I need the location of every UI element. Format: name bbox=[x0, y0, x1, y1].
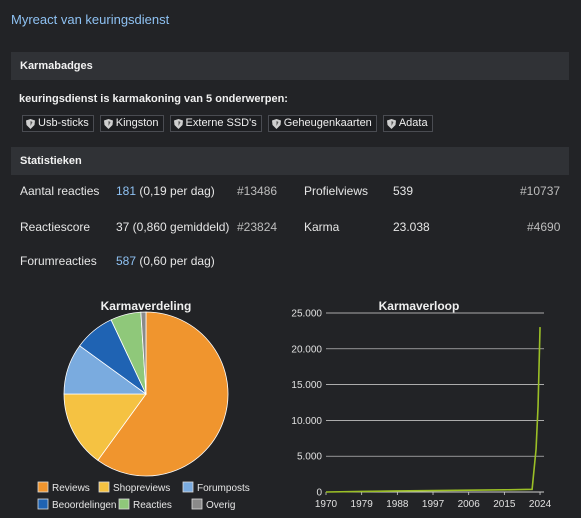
stat-value-forumreacties: 587 (0,60 per dag) bbox=[116, 254, 215, 268]
karmabadges-header: Karmabadges bbox=[11, 52, 569, 80]
shield-icon bbox=[103, 118, 113, 129]
x-tick-label: 2006 bbox=[458, 499, 481, 510]
pie-chart-title: Karmaverdeling bbox=[101, 299, 192, 313]
legend-swatch-overig bbox=[191, 498, 203, 510]
rank-aantal-reacties: #13486 bbox=[237, 184, 278, 198]
pie-slice-overig bbox=[140, 311, 147, 395]
x-tick-label: 1970 bbox=[315, 499, 338, 510]
legend-label-shopreviews: Shopreviews bbox=[113, 483, 170, 494]
stat-label-forumreacties: Forumreacties bbox=[20, 254, 97, 268]
x-tick-label: 1997 bbox=[422, 499, 445, 510]
pie-slice-shopreviews bbox=[63, 393, 147, 461]
legend-swatch-beoordelingen bbox=[37, 498, 49, 510]
stat-value-reactiescore: 37 (0,860 gemiddeld) bbox=[116, 220, 230, 234]
reacties-count-link[interactable]: 181 bbox=[116, 184, 137, 198]
rank-karma: #4690 bbox=[527, 220, 561, 234]
shield-icon bbox=[173, 118, 183, 129]
shield-icon bbox=[271, 118, 281, 129]
stat-label-karma: Karma bbox=[304, 220, 340, 234]
statistieken-header: Statistieken bbox=[11, 147, 569, 175]
legend-swatch-reacties bbox=[118, 498, 130, 510]
karma-value-link[interactable]: 23.038 bbox=[393, 220, 430, 234]
y-tick-label: 10.000 bbox=[291, 416, 322, 427]
badge-externe-ssds[interactable]: Externe SSD's bbox=[169, 115, 262, 132]
stat-label-aantal-reacties: Aantal reacties bbox=[20, 184, 100, 198]
x-tick-label: 2015 bbox=[493, 499, 516, 510]
karma-description: keuringsdienst is karmakoning van 5 onde… bbox=[19, 93, 288, 105]
legend-label-beoordelingen: Beoordelingen bbox=[52, 500, 117, 511]
y-tick-label: 25.000 bbox=[291, 309, 322, 320]
myreact-link[interactable]: Myreact van keuringsdienst bbox=[11, 12, 170, 27]
legend-swatch-reviews bbox=[37, 481, 49, 493]
karmaverdeling-chart: Karmaverdeling Reviews Shopreviews Forumpo… bbox=[37, 299, 250, 511]
badge-label: Kingston bbox=[115, 117, 159, 129]
shield-icon bbox=[386, 118, 396, 129]
badge-list: Usb-sticks Kingston Externe SSD's Geheug… bbox=[22, 115, 433, 132]
stat-label-reactiescore: Reactiescore bbox=[20, 220, 91, 234]
legend-swatch-forumposts bbox=[182, 481, 194, 493]
x-tick-label: 1988 bbox=[386, 499, 409, 510]
rank-reactiescore: #23824 bbox=[237, 220, 278, 234]
forumreacties-per-dag: (0,60 per dag) bbox=[136, 254, 215, 268]
badge-usb-sticks[interactable]: Usb-sticks bbox=[22, 115, 94, 132]
badge-label: Geheugenkaarten bbox=[283, 117, 372, 129]
pie-slice-reviews bbox=[97, 311, 229, 477]
badge-label: Adata bbox=[398, 117, 428, 129]
badge-label: Usb-sticks bbox=[38, 117, 89, 129]
legend-swatch-shopreviews bbox=[98, 481, 110, 493]
x-tick-label: 1979 bbox=[351, 499, 374, 510]
line-chart-title: Karmaverloop bbox=[379, 299, 460, 313]
badge-geheugenkaarten[interactable]: Geheugenkaarten bbox=[267, 115, 377, 132]
y-tick-label: 20.000 bbox=[291, 344, 322, 355]
profielviews-value-link[interactable]: 539 bbox=[393, 184, 414, 198]
forumreacties-count-link[interactable]: 587 bbox=[116, 254, 137, 268]
rank-profielviews: #10737 bbox=[520, 184, 561, 198]
badge-label: Externe SSD's bbox=[185, 117, 257, 129]
legend-label-reacties: Reacties bbox=[133, 500, 172, 511]
badge-adata[interactable]: Adata bbox=[382, 115, 433, 132]
y-tick-label: 15.000 bbox=[291, 380, 322, 391]
legend-label-forumposts: Forumposts bbox=[197, 483, 250, 494]
x-tick-label: 2024 bbox=[529, 499, 552, 510]
legend-label-reviews: Reviews bbox=[52, 483, 90, 494]
shield-icon bbox=[26, 118, 35, 129]
stat-value-aantal-reacties: 181 (0,19 per dag) bbox=[116, 184, 215, 198]
karmaverloop-chart: Karmaverloop 0 5.000 10.000 15.000 20.000 25.… bbox=[291, 299, 552, 510]
stat-label-profielviews: Profielviews bbox=[304, 184, 369, 198]
y-tick-label: 5.000 bbox=[297, 452, 322, 463]
karma-line-series bbox=[325, 327, 541, 493]
legend-label-overig: Overig bbox=[206, 500, 235, 511]
reacties-per-dag: (0,19 per dag) bbox=[136, 184, 215, 198]
y-tick-label: 0 bbox=[316, 488, 322, 499]
badge-kingston[interactable]: Kingston bbox=[99, 115, 164, 132]
